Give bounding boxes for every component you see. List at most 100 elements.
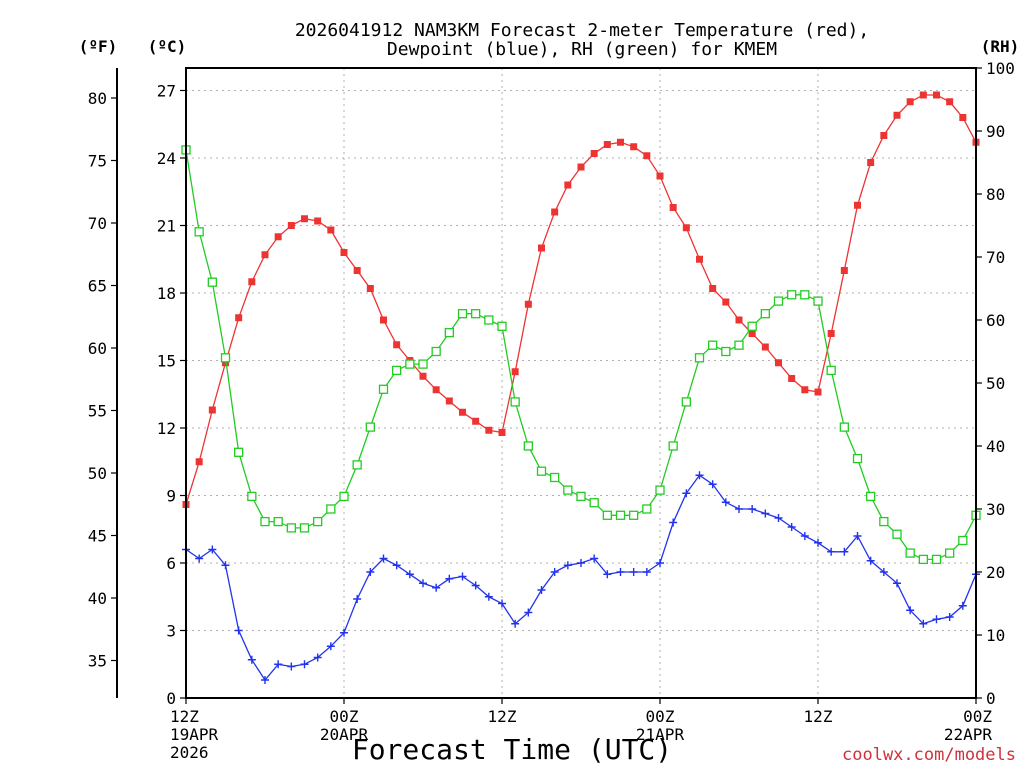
rh-tick-label: 10 (986, 626, 1005, 645)
rh-point (247, 491, 257, 502)
dewpoint-point (405, 570, 414, 579)
temperature-point (814, 388, 822, 396)
fahrenheit-tick-label: 60 (88, 339, 107, 358)
time-tick-label: 22APR (944, 725, 993, 744)
temperature-point (472, 417, 480, 425)
rh-point (721, 346, 731, 357)
temperature-point (498, 429, 506, 436)
time-tick-label: 21APR (636, 725, 685, 744)
rh-point (602, 510, 612, 520)
fahrenheit-tick-label: 65 (88, 277, 107, 296)
dewpoint-point (893, 579, 901, 588)
temperature-point (906, 98, 914, 106)
dewpoint-point (629, 568, 638, 576)
rh-point (576, 491, 586, 502)
rh-unit-label: (RH) (981, 37, 1020, 56)
temperature-point (577, 163, 585, 171)
rh-point (655, 485, 665, 495)
temperature-point (380, 316, 387, 324)
celsius-unit-label: (ºC) (148, 37, 187, 56)
time-tick-label: 00Z (963, 707, 992, 726)
temperature-point (630, 143, 638, 151)
rh-point (536, 466, 547, 476)
dewpoint-point (326, 642, 335, 651)
temperature-point (366, 285, 374, 292)
celsius-tick-label: 9 (166, 487, 176, 506)
temperature-point (248, 278, 256, 286)
x-axis-title: Forecast Time (UTC) (352, 733, 672, 766)
rh-point (892, 529, 902, 539)
rh-point (708, 340, 718, 350)
temperature-point (959, 114, 967, 121)
celsius-tick-label: 21 (157, 217, 176, 236)
dewpoint-point (642, 568, 651, 576)
celsius-tick-label: 6 (166, 554, 176, 573)
temperature-point (459, 408, 466, 416)
dewpoint-point (432, 583, 441, 592)
time-tick-label: 12Z (804, 707, 833, 726)
dewpoint-point (234, 626, 243, 635)
dewpoint-point (247, 655, 256, 664)
rh-point (958, 535, 968, 546)
dewpoint-point (366, 568, 375, 576)
dewpoint-point (590, 554, 599, 563)
dewpoint-point (879, 568, 888, 576)
rh-point (392, 365, 402, 376)
rh-tick-label: 80 (986, 185, 1005, 204)
chart-title: 2026041912 NAM3KM Forecast 2-meter Tempe… (295, 20, 869, 60)
rh-point (194, 227, 204, 237)
celsius-tick-label: 27 (157, 82, 176, 101)
fahrenheit-unit-label: (ºF) (79, 37, 118, 56)
dewpoint-point (958, 601, 967, 610)
temperature-point (235, 314, 243, 322)
celsius-tick-label: 12 (157, 419, 176, 438)
rh-point (747, 321, 757, 331)
dewpoint-point (274, 660, 283, 669)
rh-point (694, 353, 705, 363)
rh-point (800, 290, 810, 300)
temperature-point (195, 458, 203, 466)
dewpoint-point (300, 660, 309, 669)
dewpoint-point (445, 574, 454, 583)
fahrenheit-tick-label: 45 (88, 527, 107, 546)
dewpoint-point (577, 559, 585, 567)
temperature-point (538, 244, 545, 252)
dewpoint-point (853, 532, 862, 540)
rh-point (550, 472, 560, 483)
temperature-point (827, 330, 835, 337)
rh-point (826, 365, 836, 376)
time-tick-label: 19APR (170, 725, 219, 744)
fahrenheit-tick-label: 50 (88, 464, 107, 483)
rh-point (839, 422, 849, 432)
temperature-point (590, 150, 598, 157)
temperature-point (327, 226, 335, 234)
rh-tick-label: 40 (986, 437, 1005, 456)
rh-point (879, 516, 889, 527)
rh-point (431, 346, 441, 357)
rh-point (945, 548, 955, 558)
temperature-point (867, 159, 875, 166)
fahrenheit-axis: 35 40 45 50 55 60 65 70 75 80 (88, 68, 118, 698)
fahrenheit-tick-label: 40 (88, 589, 107, 608)
temperature-point (722, 298, 730, 306)
dewpoint-point (945, 613, 954, 621)
temperature-point (709, 285, 717, 292)
rh-point (378, 384, 389, 394)
rh-point (471, 309, 481, 319)
rh-point (681, 397, 691, 407)
rh-point (497, 321, 507, 331)
dewpoint-point (511, 619, 520, 628)
dewpoint-point (787, 523, 796, 531)
rh-tick-label: 30 (986, 500, 1005, 519)
fahrenheit-tick-label: 80 (88, 89, 107, 108)
temperature-point (511, 368, 519, 376)
temperature-point (801, 386, 809, 394)
dewpoint-point (866, 556, 875, 565)
rh-point (352, 460, 362, 470)
temperature-point (643, 152, 651, 160)
rh-point (273, 516, 283, 527)
rh-point (629, 510, 639, 520)
rh-point (918, 554, 928, 565)
celsius-tick-label: 3 (166, 622, 176, 641)
